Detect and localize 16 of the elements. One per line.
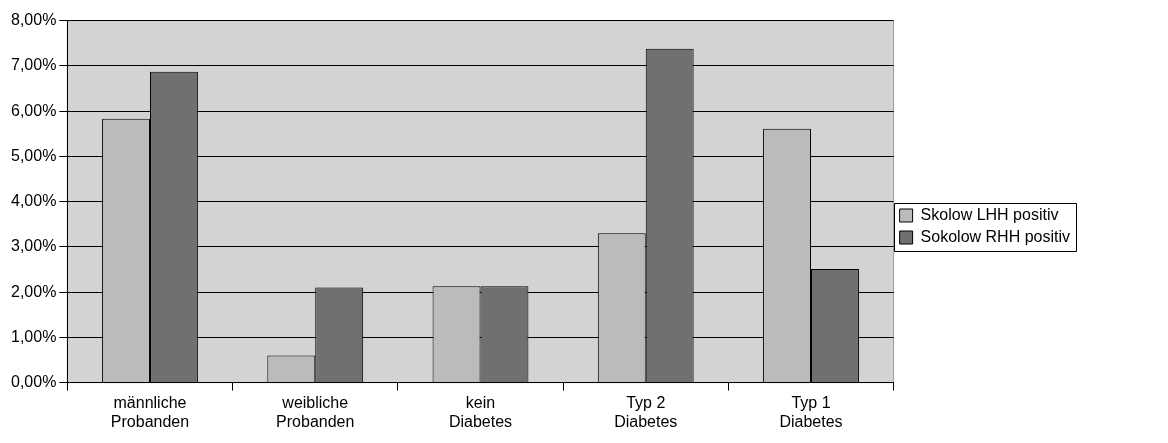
y-tick-label: 0,00%: [10, 373, 57, 391]
y-tick-label: 4,00%: [10, 192, 57, 210]
legend-label: Skolow LHH positiv: [920, 205, 1059, 223]
y-tick-label: 3,00%: [10, 237, 57, 255]
y-tick-label: 8,00%: [10, 11, 57, 29]
y-tick-label: 6,00%: [10, 101, 57, 119]
x-tick-label: Typ 1 Diabetes: [779, 393, 843, 430]
y-tick-label: 1,00%: [10, 327, 57, 345]
y-tick-label: 5,00%: [10, 146, 57, 164]
y-tick-label: 2,00%: [10, 282, 57, 300]
x-tick-label: männliche Probanden: [110, 393, 190, 430]
x-tick-label: Typ 2 Diabetes: [614, 393, 678, 430]
legend-label: Sokolow RHH positiv: [920, 227, 1071, 245]
x-tick-label: weibliche Probanden: [276, 393, 355, 430]
y-tick-label: 7,00%: [10, 56, 57, 74]
x-tick-label: kein Diabetes: [448, 393, 513, 430]
